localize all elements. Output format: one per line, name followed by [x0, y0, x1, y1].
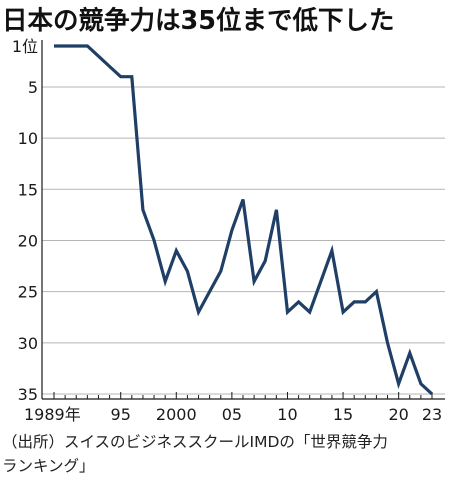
x-tick-label: 15: [333, 405, 353, 424]
source-line-1: （出所）スイスのビジネススクールIMDの「世界競争力: [2, 433, 388, 451]
x-tick-labels: 1989年 95 2000 05 10 15 20 23: [24, 405, 442, 424]
x-tick-label: 23: [422, 405, 442, 424]
y-tick-label: 10: [18, 129, 38, 148]
axes: [41, 40, 445, 400]
grid-lines: [42, 86, 445, 395]
source-note: （出所）スイスのビジネススクールIMDの「世界競争力 ランキング」: [2, 430, 442, 478]
data-series: [53, 44, 434, 396]
y-tick-label: 5: [28, 78, 38, 97]
source-line-2: ランキング」: [2, 457, 95, 475]
x-tick-label: 95: [111, 405, 131, 424]
chart-title: 日本の競争力は35位まで低下した: [2, 6, 395, 36]
x-tick-label: 10: [277, 405, 297, 424]
x-tick-label: 20: [388, 405, 408, 424]
x-tick-label: 05: [222, 405, 242, 424]
y-tick-label: 1位: [12, 37, 38, 56]
y-tick-label: 20: [18, 231, 38, 250]
line-chart: 1位 5 10 15 20 25 30 35 1989年 95 2000 05 10 15 20 23: [12, 37, 445, 424]
y-tick-label: 25: [18, 283, 38, 302]
y-tick-labels: 1位 5 10 15 20 25 30 35: [12, 37, 38, 404]
y-tick-label: 15: [18, 180, 38, 199]
y-tick-label: 35: [18, 385, 38, 404]
x-tick-label: 1989年: [24, 405, 81, 424]
x-tick-label: 2000: [156, 405, 197, 424]
series-line: [54, 44, 434, 396]
y-tick-label: 30: [18, 334, 38, 353]
